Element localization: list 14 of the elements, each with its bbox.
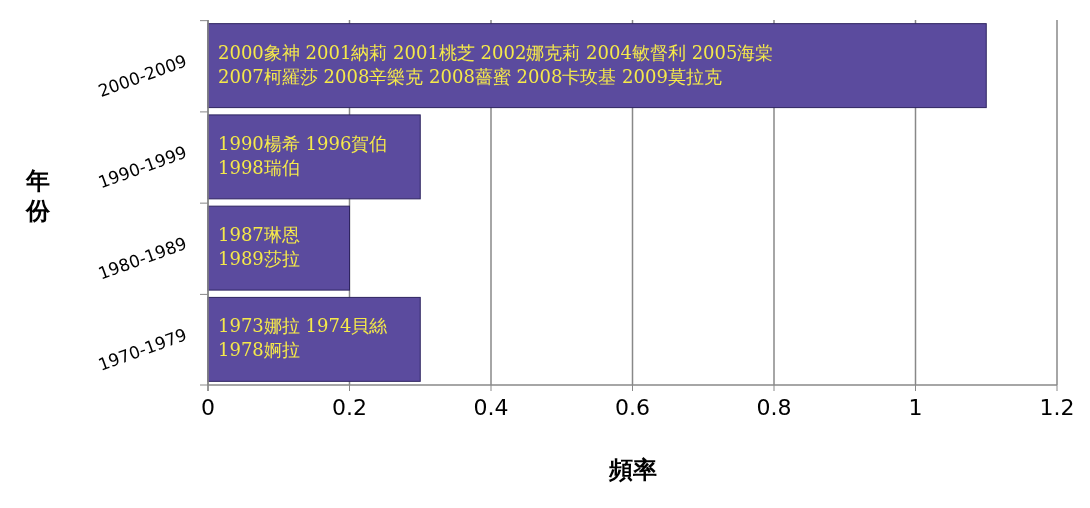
x-axis-title: 頻率 [607,456,657,484]
annotation: 1990楊希 1996賀伯 1998瑞伯 [218,132,388,178]
x-tick-label: 1 [908,395,923,420]
annotation: 1987琳恩 1989莎拉 [218,224,300,270]
x-tick-label: 0.8 [756,395,792,420]
x-tick-label: 0.4 [473,395,509,420]
x-tick-label: 0 [201,395,215,420]
x-tick-label: 0.6 [615,395,650,420]
annotation: 1973娜拉 1974貝絲 1978婀拉 [218,315,388,361]
bar [207,114,421,200]
x-tick-label: 1.2 [1039,395,1075,420]
annotation: 2000象神 2001納莉 2001桃芝 2002娜克莉 2004敏督利 2005海棠 2007柯羅莎 2008辛樂克 2008薔蜜 2008卡玫基 2009莫拉克 [218,41,774,87]
x-tick-label: 0.2 [332,395,367,420]
y-axis-title: 年份 [25,166,51,225]
